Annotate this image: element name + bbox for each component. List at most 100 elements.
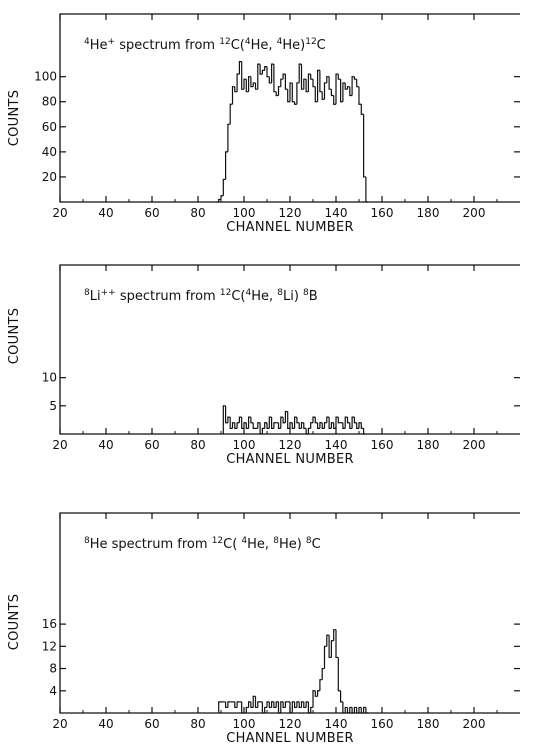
title-text-part: He) bbox=[282, 38, 305, 53]
histogram-bin bbox=[296, 82, 300, 105]
histogram-bin bbox=[344, 706, 348, 713]
histogram-bin bbox=[351, 707, 355, 714]
histogram-bin bbox=[261, 427, 265, 434]
histogram-bin bbox=[245, 706, 249, 713]
y-tick-label: 12 bbox=[42, 639, 57, 653]
histogram-bin bbox=[268, 76, 272, 84]
histogram-bin bbox=[342, 82, 346, 102]
histogram-bin bbox=[250, 417, 254, 424]
histogram-bin bbox=[282, 73, 286, 80]
histogram-bin bbox=[321, 422, 325, 429]
panel-title: 8He spectrum from 12C( 4He, 8He) 8C bbox=[84, 536, 321, 552]
histogram-bin bbox=[282, 417, 286, 424]
x-tick-label: 80 bbox=[190, 717, 205, 731]
y-axis-label: COUNTS bbox=[7, 594, 22, 651]
histogram-bin bbox=[326, 634, 330, 647]
histogram-bin bbox=[245, 422, 249, 429]
x-tick-label: 200 bbox=[463, 206, 486, 220]
histogram-bin bbox=[340, 79, 343, 103]
histogram-bin bbox=[227, 701, 231, 708]
histogram-bin bbox=[225, 405, 228, 424]
histogram-bin bbox=[326, 76, 330, 83]
histogram-bin bbox=[264, 422, 267, 429]
histogram-bin bbox=[305, 79, 309, 93]
histogram-bin bbox=[314, 417, 318, 424]
histogram-bin bbox=[280, 78, 284, 87]
histogram-bin bbox=[307, 701, 311, 714]
y-tick-label: 60 bbox=[42, 120, 57, 134]
title-superscript: 8 bbox=[84, 536, 90, 546]
histogram-bin bbox=[280, 701, 284, 713]
x-tick-label: 160 bbox=[371, 438, 394, 452]
histogram-bin bbox=[337, 657, 341, 692]
x-tick-label: 120 bbox=[279, 438, 302, 452]
histogram-bin bbox=[356, 422, 359, 429]
histogram-bin bbox=[271, 417, 274, 429]
histogram-bin bbox=[314, 690, 318, 697]
histogram-bin bbox=[259, 64, 263, 75]
histogram-bin bbox=[328, 635, 332, 659]
histogram-bin bbox=[252, 422, 256, 429]
histogram-bin bbox=[330, 422, 334, 429]
x-tick-label: 40 bbox=[98, 717, 113, 731]
histogram-bin bbox=[218, 701, 221, 713]
histogram-bin bbox=[275, 701, 279, 708]
histogram-bin bbox=[333, 629, 336, 641]
y-tick-label: 8 bbox=[49, 662, 57, 676]
title-text-part: spectrum from bbox=[115, 38, 219, 53]
histogram-bin bbox=[254, 696, 258, 709]
histogram-bin bbox=[310, 422, 313, 429]
histogram-bin bbox=[238, 416, 242, 423]
histogram-bin bbox=[300, 64, 304, 90]
histogram-bin bbox=[314, 86, 318, 103]
histogram-bin bbox=[319, 679, 323, 691]
histogram-bin bbox=[323, 82, 327, 100]
histogram-bin bbox=[243, 78, 247, 90]
histogram-bin bbox=[238, 61, 242, 75]
x-tick-label: 180 bbox=[417, 438, 440, 452]
histogram-bin bbox=[241, 61, 244, 90]
histogram-bin bbox=[349, 86, 353, 97]
y-tick-label: 4 bbox=[49, 684, 57, 698]
histogram-bin bbox=[254, 82, 258, 90]
histogram-bin bbox=[319, 422, 323, 429]
title-text-part: C bbox=[312, 537, 321, 552]
histogram-bin bbox=[268, 416, 272, 429]
histogram-bin bbox=[307, 73, 311, 92]
y-tick-label: 100 bbox=[34, 70, 57, 84]
histogram-bin bbox=[358, 422, 362, 429]
x-tick-label: 180 bbox=[417, 206, 440, 220]
title-text-part: Li bbox=[90, 289, 101, 304]
x-tick-label: 80 bbox=[190, 206, 205, 220]
histogram-bin bbox=[360, 422, 364, 429]
histogram-bin bbox=[259, 422, 263, 435]
x-axis-label: CHANNEL NUMBER bbox=[226, 452, 354, 467]
x-tick-label: 100 bbox=[233, 206, 256, 220]
histogram-bin bbox=[363, 706, 366, 713]
histogram-bin bbox=[296, 417, 300, 424]
x-tick-label: 180 bbox=[417, 717, 440, 731]
title-superscript: 4 bbox=[245, 37, 251, 47]
x-tick-label: 60 bbox=[144, 438, 159, 452]
histogram-bin bbox=[220, 195, 224, 200]
title-text-part: He, bbox=[247, 537, 273, 552]
histogram-bin bbox=[257, 422, 261, 429]
title-superscript: 8 bbox=[303, 288, 309, 298]
histogram-bin bbox=[234, 86, 238, 93]
x-tick-label: 20 bbox=[52, 438, 67, 452]
histogram-bin bbox=[298, 701, 302, 709]
histogram-bin bbox=[241, 701, 244, 714]
histogram-bin bbox=[360, 707, 364, 714]
histogram-bin bbox=[351, 416, 355, 429]
histogram-bin bbox=[305, 701, 309, 708]
y-tick-label: 80 bbox=[42, 95, 57, 109]
histogram-bin bbox=[310, 74, 313, 80]
x-tick-label: 140 bbox=[325, 438, 348, 452]
title-superscript: 12 bbox=[212, 536, 223, 546]
histogram-bin bbox=[307, 427, 311, 434]
title-text-part: C( bbox=[231, 289, 245, 304]
title-superscript: 8 bbox=[306, 536, 312, 546]
title-superscript: 4 bbox=[245, 288, 251, 298]
histogram-bin bbox=[298, 63, 302, 83]
histogram-bin bbox=[330, 640, 334, 658]
